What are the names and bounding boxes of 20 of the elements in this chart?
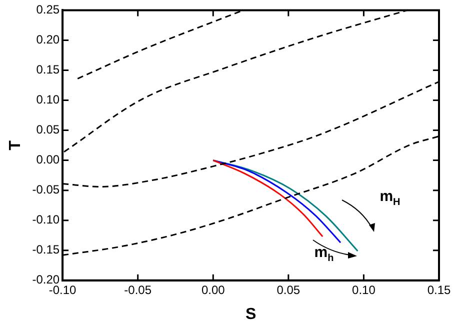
- x-tick-label: 0.10: [352, 282, 376, 297]
- y-axis-title: T: [7, 140, 24, 150]
- annotation: m$_{h}$: [314, 244, 334, 264]
- x-axis-title: S: [245, 306, 256, 323]
- y-tick-label: -0.10: [32, 212, 60, 227]
- y-tick-label: 0.25: [36, 2, 60, 17]
- y-tick-label: 0.15: [36, 62, 60, 77]
- y-tick-label: -0.15: [32, 242, 60, 257]
- annotation: m$_{H}$: [380, 188, 400, 208]
- x-tick-label: 0.15: [427, 282, 451, 297]
- y-tick-label: -0.05: [32, 182, 60, 197]
- y-tick-label: 0.00: [36, 152, 60, 167]
- line-series: [212, 160, 342, 244]
- x-tick-label: 0.05: [276, 282, 300, 297]
- x-tick-label: -0.05: [124, 282, 152, 297]
- x-tick-label: 0.00: [201, 282, 226, 297]
- y-tick-label: 0.05: [36, 122, 60, 137]
- y-tick-label: 0.10: [36, 92, 60, 107]
- y-tick-label: 0.20: [36, 32, 60, 47]
- line-series: [212, 160, 324, 238]
